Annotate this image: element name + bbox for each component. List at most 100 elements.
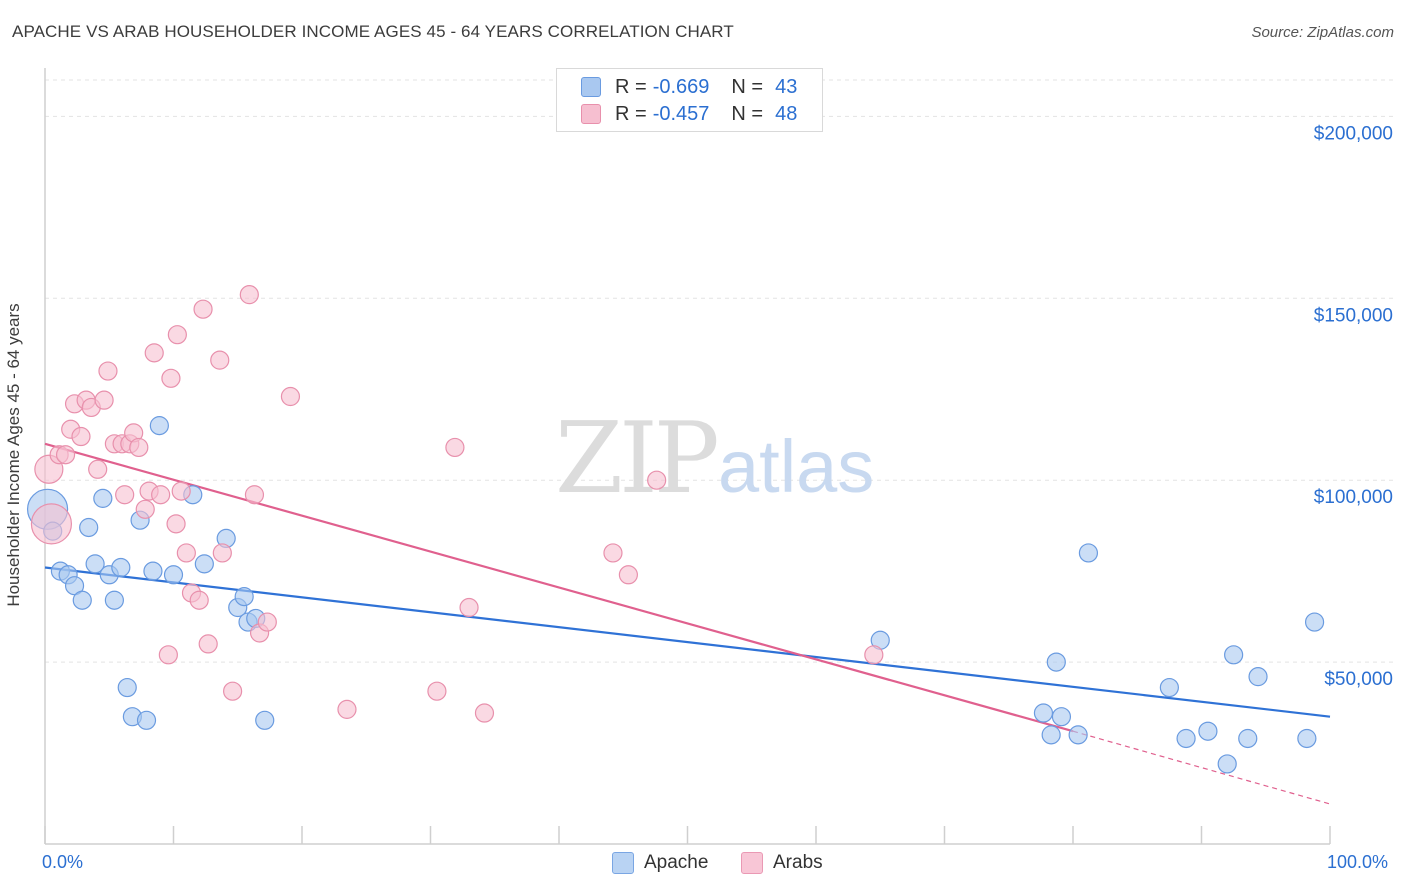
- arabs-point: [88, 459, 108, 479]
- arabs-point: [212, 543, 232, 563]
- arabs-point: [94, 390, 114, 410]
- apache-point: [1198, 721, 1218, 741]
- apache-point: [136, 710, 157, 730]
- x-tick-label-min: 0.0%: [42, 852, 84, 872]
- y-tick-label: $150,000: [1314, 305, 1393, 326]
- apache-point: [79, 517, 99, 538]
- apache-point: [255, 710, 275, 730]
- arabs-point: [167, 325, 187, 345]
- arabs-point: [30, 503, 73, 545]
- apache-point: [1297, 728, 1317, 749]
- legend-r-value: -0.457: [652, 102, 710, 125]
- chart-title: APACHE VS ARAB HOUSEHOLDER INCOME AGES 4…: [12, 22, 734, 41]
- arabs-point: [239, 285, 259, 305]
- arabs-point: [55, 445, 76, 465]
- apache-point: [117, 677, 137, 698]
- legend-label-apache: Apache: [644, 852, 709, 873]
- series-legend: Apache Arabs: [0, 852, 1406, 878]
- apache-point: [111, 557, 131, 578]
- arabs-swatch: [741, 852, 763, 874]
- apache-point: [163, 565, 184, 585]
- arabs-point: [244, 485, 265, 505]
- source-label: Source: ZipAtlas.com: [1251, 24, 1394, 41]
- arabs-point: [151, 485, 171, 505]
- apache-swatch: [581, 77, 601, 97]
- legend-n-value: 48: [775, 102, 798, 125]
- arabs-point: [198, 634, 218, 654]
- apache-point: [1238, 728, 1258, 749]
- apache-point: [1041, 725, 1061, 745]
- arabs-point: [158, 645, 178, 665]
- arabs-point: [223, 681, 243, 701]
- apache-point: [93, 488, 113, 508]
- y-tick-label: $200,000: [1314, 123, 1393, 144]
- arabs-point: [161, 368, 181, 388]
- apache-point: [1159, 677, 1179, 698]
- apache-point: [1078, 543, 1099, 563]
- arabs-point: [337, 699, 357, 719]
- arabs-point: [864, 645, 884, 665]
- arabs-point: [171, 481, 191, 501]
- data-points: [26, 285, 1325, 774]
- legend-item-arabs[interactable]: Arabs: [741, 852, 823, 874]
- arabs-point: [135, 499, 155, 519]
- arabs-point: [176, 543, 196, 563]
- arabs-point: [129, 437, 149, 458]
- arabs-point: [459, 597, 479, 618]
- watermark: ZIP atlas: [555, 402, 874, 516]
- legend-n-label: N =: [731, 75, 764, 98]
- grid-lines: [45, 79, 1395, 663]
- trend-lines: [44, 442, 1331, 805]
- apache-point: [1033, 703, 1054, 723]
- apache-point: [1051, 707, 1072, 727]
- legend-row-apache: R = -0.669 N = 43: [581, 75, 797, 99]
- y-tick-label: $100,000: [1314, 487, 1393, 508]
- x-tick-label-max: 100.0%: [1327, 852, 1389, 872]
- legend-n-label: N =: [731, 102, 764, 125]
- apache-point: [1176, 728, 1196, 749]
- legend-label-arabs: Arabs: [773, 852, 823, 873]
- apache-point: [72, 590, 92, 610]
- legend-n-value: 43: [775, 75, 798, 98]
- arabs-point: [603, 543, 623, 563]
- axes: [44, 68, 1331, 845]
- arabs-point: [427, 681, 447, 701]
- y-axis-label: Householder Income Ages 45 - 64 years: [4, 303, 23, 607]
- apache-point: [194, 554, 214, 574]
- apache-trend-line: [44, 566, 1331, 718]
- apache-swatch: [612, 852, 634, 874]
- arabs-trend-extension: [1072, 730, 1331, 805]
- arabs-point: [257, 612, 277, 632]
- legend-r-value: -0.669: [652, 75, 710, 98]
- apache-point: [234, 587, 254, 607]
- apache-point: [1248, 667, 1268, 687]
- arabs-point: [210, 350, 230, 370]
- apache-point: [85, 554, 105, 574]
- arabs-point: [98, 361, 118, 381]
- arabs-point: [193, 299, 213, 319]
- arabs-swatch: [581, 104, 601, 124]
- arabs-point: [280, 386, 301, 407]
- correlation-legend: R = -0.669 N = 43 R = -0.457 N = 48: [556, 68, 823, 132]
- arabs-point: [189, 590, 209, 610]
- legend-r-label: R =: [615, 102, 647, 125]
- arabs-point: [115, 485, 135, 505]
- arabs-point: [144, 343, 164, 363]
- apache-point: [143, 561, 163, 581]
- apache-point: [1217, 754, 1237, 774]
- arabs-point: [618, 565, 638, 585]
- apache-point: [1068, 725, 1088, 745]
- arabs-point: [647, 470, 667, 490]
- arabs-point: [474, 703, 495, 723]
- legend-item-apache[interactable]: Apache: [612, 852, 708, 874]
- apache-point: [1224, 645, 1244, 665]
- y-tick-label: $50,000: [1324, 669, 1393, 690]
- arabs-point: [71, 426, 91, 447]
- legend-r-label: R =: [615, 75, 647, 98]
- watermark-zip: ZIP: [555, 402, 717, 516]
- apache-point: [104, 590, 124, 610]
- legend-row-arabs: R = -0.457 N = 48: [581, 102, 797, 126]
- apache-point: [1304, 612, 1325, 632]
- watermark-atlas: atlas: [718, 425, 874, 508]
